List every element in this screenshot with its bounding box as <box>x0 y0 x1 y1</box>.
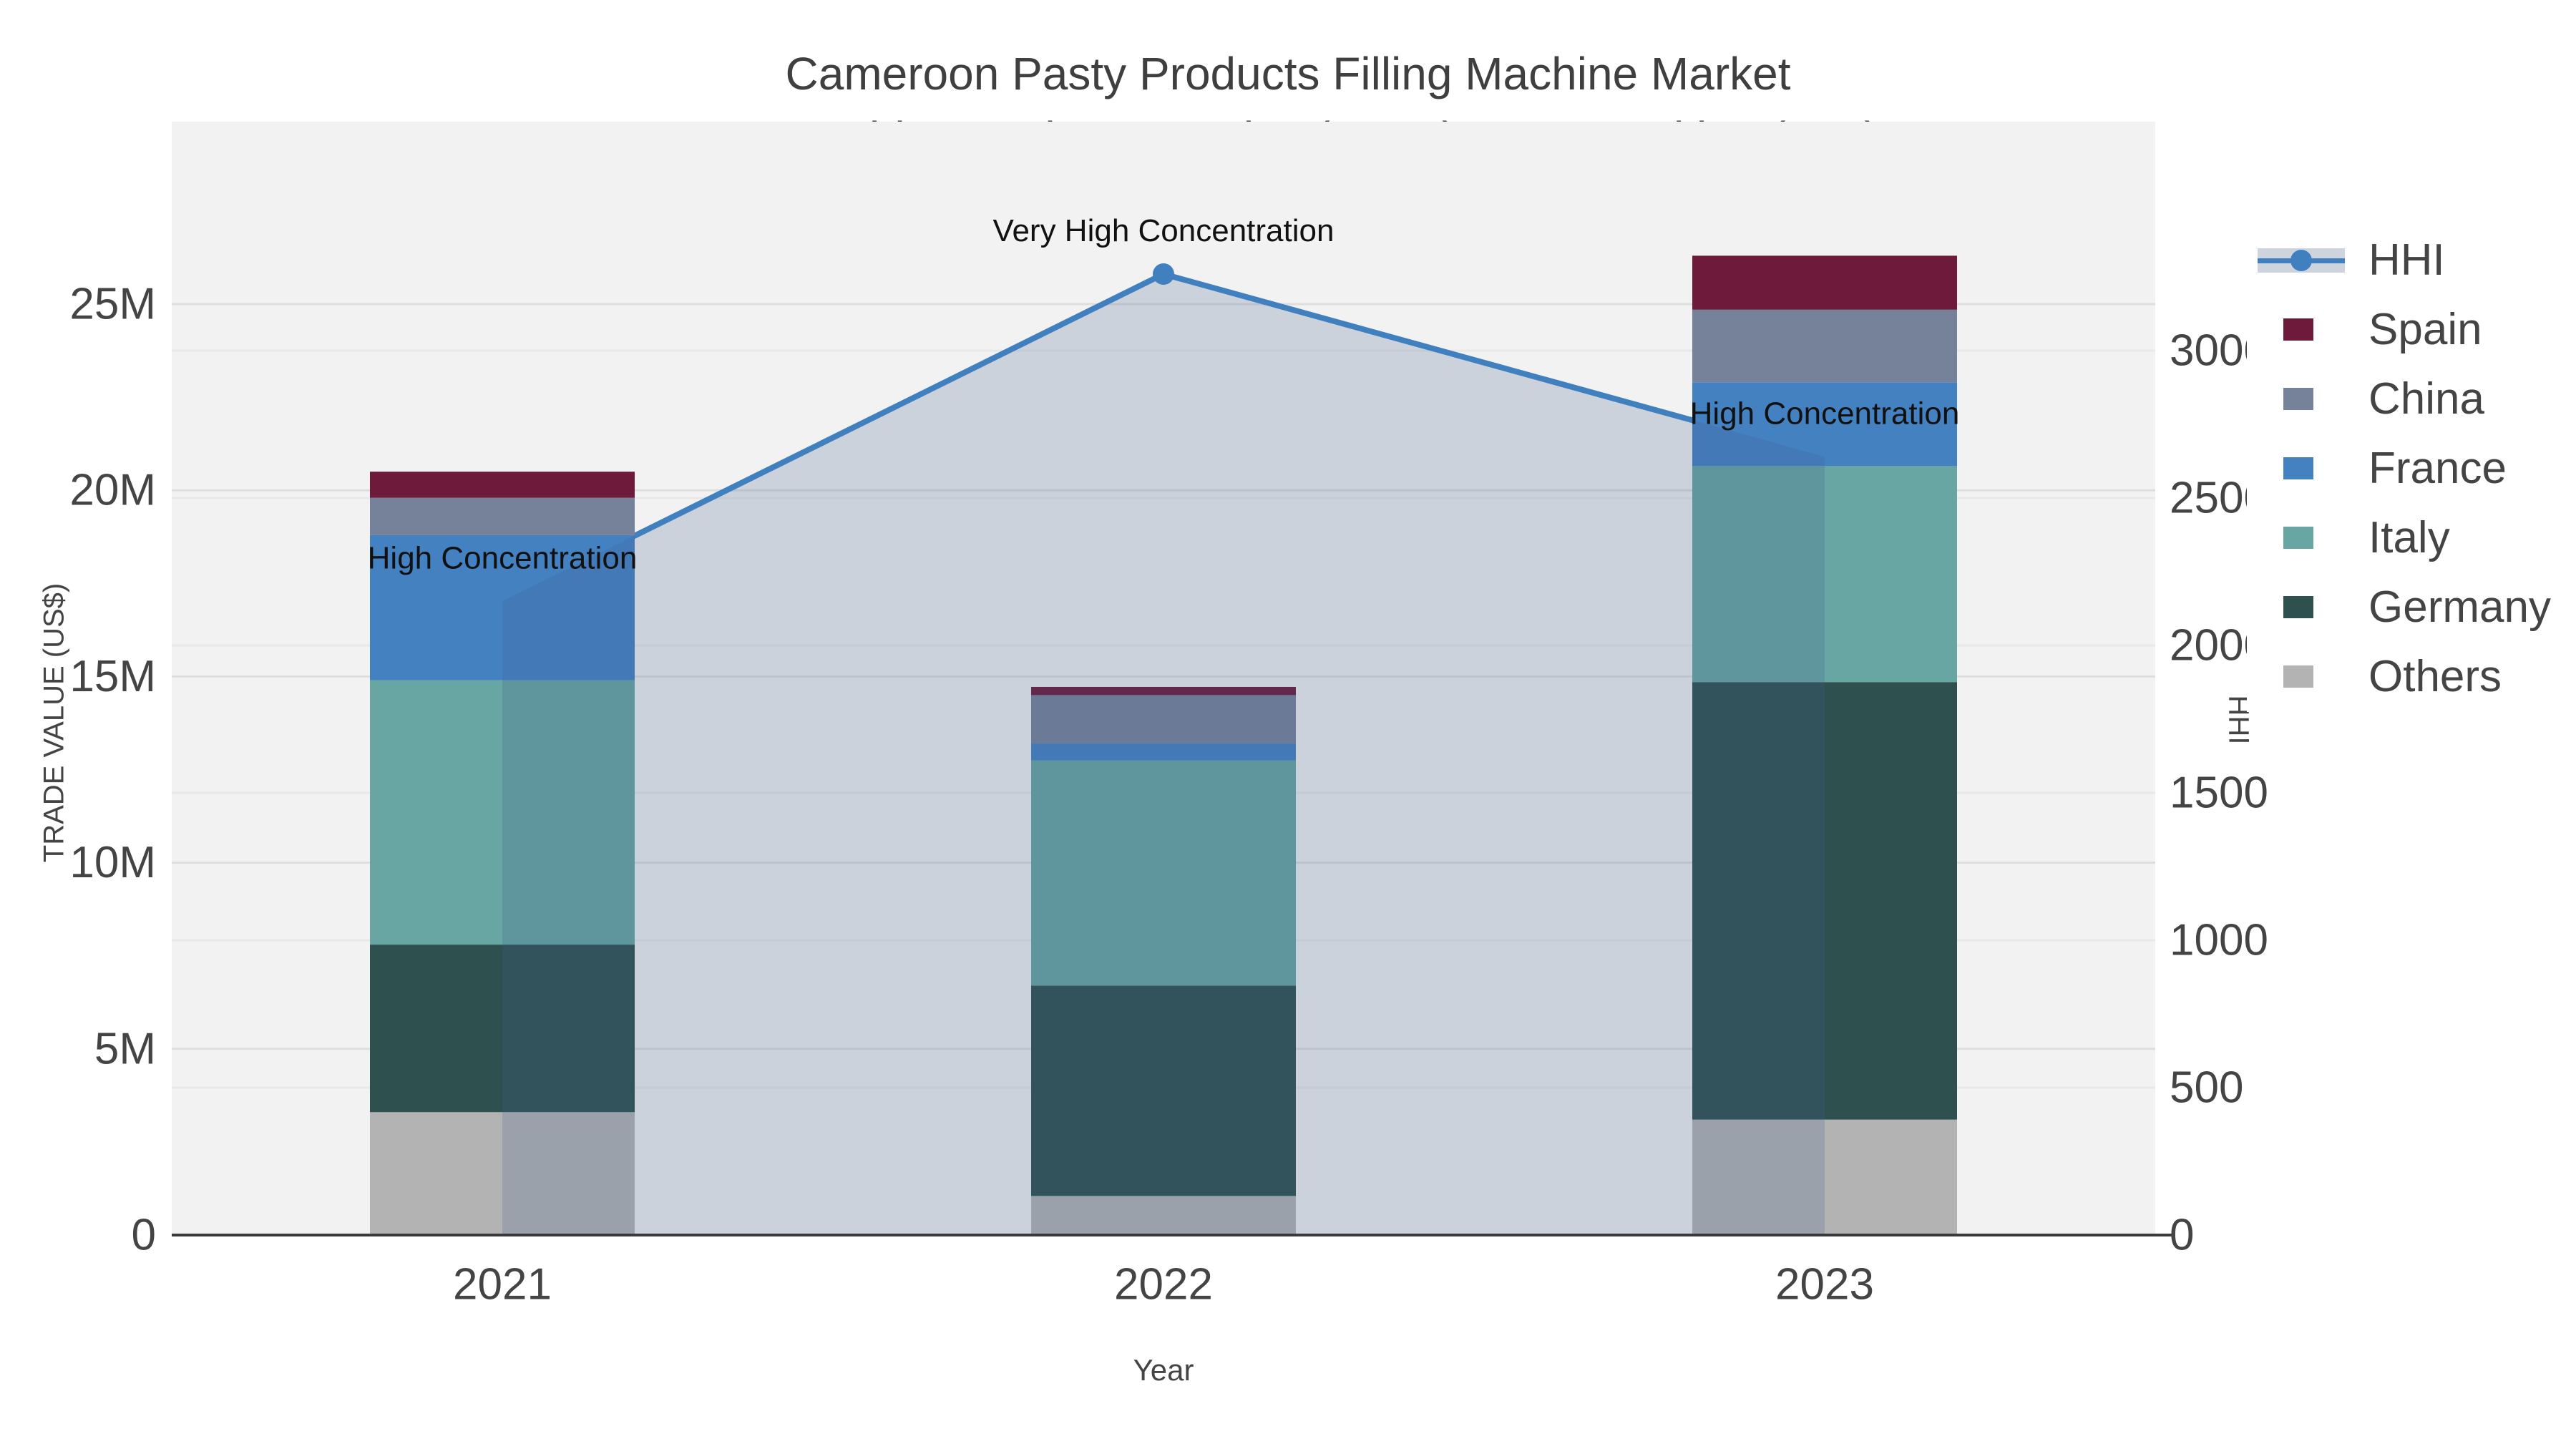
legend-item-germany[interactable]: Germany <box>2247 572 2576 642</box>
x-tick-label-2021: 2021 <box>453 1260 552 1309</box>
left-tick-label: 15M <box>69 652 156 701</box>
x-tick-label-2023: 2023 <box>1775 1260 1874 1309</box>
bar-segment-spain-2021[interactable] <box>370 472 635 498</box>
bar-segment-germany-2021[interactable] <box>370 945 635 1113</box>
legend-item-hhi[interactable]: HHI <box>2247 225 2576 295</box>
china-swatch-icon <box>2283 388 2313 410</box>
others-swatch-icon <box>2283 665 2313 688</box>
legend-label: HHI <box>2368 235 2445 285</box>
left-tick-label: 20M <box>69 466 156 515</box>
bar-segment-germany-2023[interactable] <box>1692 682 1957 1120</box>
bar-segment-china-2022[interactable] <box>1031 695 1296 744</box>
left-axis-title: TRADE VALUE (US$) <box>38 582 70 863</box>
annotation-2022: Very High Concentration <box>993 213 1335 248</box>
legend-item-spain[interactable]: Spain <box>2247 295 2576 364</box>
bar-segment-spain-2022[interactable] <box>1031 686 1296 696</box>
legend: HHI Spain China France Italy Germany Oth… <box>2247 225 2576 712</box>
bar-segment-italy-2023[interactable] <box>1692 466 1957 683</box>
right-tick-label: 0 <box>2170 1211 2194 1260</box>
bar-segment-others-2021[interactable] <box>370 1112 635 1235</box>
bar-segment-france-2021[interactable] <box>370 535 635 680</box>
right-tick-label: 1000 <box>2170 916 2268 965</box>
left-tick-label: 5M <box>94 1024 156 1073</box>
spain-swatch-icon <box>2283 318 2313 341</box>
legend-label: France <box>2368 444 2507 493</box>
annotation-2023: High Concentration <box>1690 396 1960 431</box>
legend-item-others[interactable]: Others <box>2247 642 2576 711</box>
bar-segment-others-2022[interactable] <box>1031 1196 1296 1235</box>
x-tick-label-2022: 2022 <box>1114 1260 1213 1309</box>
chart-title-line1: Cameroon Pasty Products Filling Machine … <box>785 48 1791 99</box>
bar-segment-france-2023[interactable] <box>1692 382 1957 467</box>
left-tick-label: 10M <box>69 838 156 887</box>
legend-label: Germany <box>2368 582 2551 632</box>
hhi-area-fill <box>502 273 1825 1235</box>
right-tick-label: 500 <box>2170 1063 2243 1113</box>
bar-segment-germany-2022[interactable] <box>1031 985 1296 1196</box>
left-tick-label: 0 <box>132 1211 156 1260</box>
bar-segment-others-2023[interactable] <box>1692 1119 1957 1235</box>
hhi-point-2022[interactable] <box>1153 263 1174 285</box>
legend-item-italy[interactable]: Italy <box>2247 503 2576 572</box>
bar-segment-italy-2022[interactable] <box>1031 760 1296 986</box>
legend-label: Italy <box>2368 513 2450 562</box>
bar-segment-china-2021[interactable] <box>370 497 635 535</box>
left-tick-label: 25M <box>69 279 156 328</box>
legend-item-france[interactable]: France <box>2247 434 2576 503</box>
bar-segment-italy-2021[interactable] <box>370 680 635 945</box>
hhi-line-icon <box>2247 248 2347 273</box>
italy-swatch-icon <box>2283 527 2313 549</box>
x-axis-title: Year <box>1133 1353 1194 1387</box>
legend-label: Others <box>2368 652 2502 701</box>
legend-label: China <box>2368 374 2484 424</box>
legend-label: Spain <box>2368 305 2482 354</box>
annotation-2021: High Concentration <box>368 540 638 575</box>
bar-segment-france-2022[interactable] <box>1031 743 1296 761</box>
france-swatch-icon <box>2283 457 2313 479</box>
right-tick-label: 1500 <box>2170 769 2268 818</box>
germany-swatch-icon <box>2283 596 2313 618</box>
legend-item-china[interactable]: China <box>2247 364 2576 434</box>
bar-segment-china-2023[interactable] <box>1692 309 1957 383</box>
bar-segment-spain-2023[interactable] <box>1692 255 1957 310</box>
